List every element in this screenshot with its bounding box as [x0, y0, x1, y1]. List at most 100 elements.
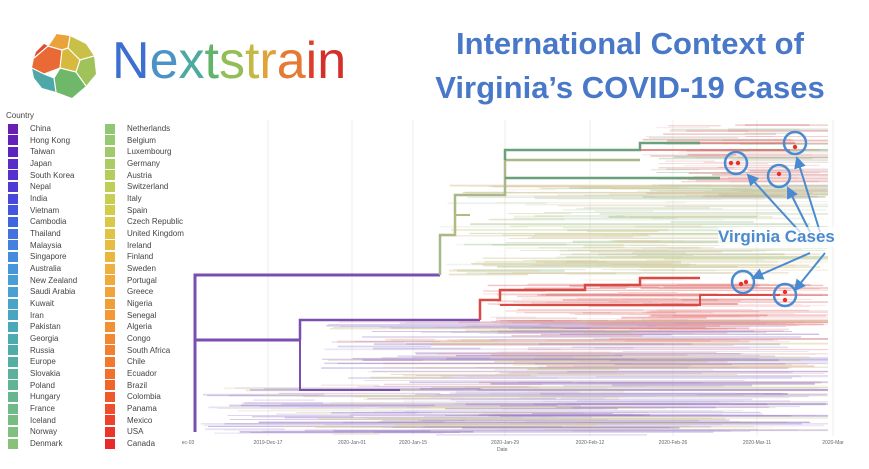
logo-letter: n — [317, 32, 347, 90]
legend-item[interactable]: Nigeria — [105, 298, 152, 309]
legend-item[interactable]: Kuwait — [8, 298, 54, 309]
slide-title-line1: International Context of — [456, 26, 804, 61]
legend-swatch — [105, 181, 115, 192]
legend-item[interactable]: Pakistan — [8, 321, 61, 332]
axis-tick-label: 2020-Jan-15 — [398, 440, 428, 446]
legend-swatch — [8, 286, 18, 297]
legend-item[interactable]: Portugal — [105, 275, 157, 286]
legend-item[interactable]: Canada — [105, 438, 155, 449]
legend-item[interactable]: New Zealand — [8, 275, 77, 286]
legend-item[interactable]: Brazil — [105, 380, 147, 391]
axis-tick-label: ec-03 — [181, 440, 195, 446]
legend-item[interactable]: Chile — [105, 356, 145, 367]
legend-item[interactable]: Thailand — [8, 228, 61, 239]
legend-item[interactable]: Cambodia — [8, 216, 66, 227]
legend-item[interactable]: United Kingdom — [105, 228, 184, 239]
legend-item[interactable]: Germany — [105, 158, 160, 169]
legend-item[interactable]: Denmark — [8, 438, 62, 449]
legend-item[interactable]: Taiwan — [8, 146, 55, 157]
legend-item[interactable]: Singapore — [8, 251, 66, 262]
legend-swatch — [105, 438, 115, 449]
legend-item[interactable]: Czech Republic — [105, 216, 183, 227]
legend-item[interactable]: Japan — [8, 158, 52, 169]
legend-swatch — [105, 391, 115, 402]
legend-label: Europe — [30, 357, 56, 367]
legend-item[interactable]: Belgium — [105, 135, 156, 146]
legend-label: Luxembourg — [127, 147, 172, 157]
legend-swatch — [8, 345, 18, 356]
legend-item[interactable]: Colombia — [105, 391, 161, 402]
legend-item[interactable]: Senegal — [105, 310, 156, 321]
legend-item[interactable]: Iran — [8, 310, 44, 321]
legend-item[interactable]: Spain — [105, 205, 147, 216]
legend-item[interactable]: Norway — [8, 426, 57, 437]
virginia-case-dot — [792, 144, 798, 150]
legend-item[interactable]: France — [8, 403, 55, 414]
legend-label: Portugal — [127, 275, 157, 285]
legend-item[interactable]: China — [8, 123, 51, 134]
tree-backbone-branch — [193, 273, 440, 432]
legend-item[interactable]: Iceland — [8, 415, 56, 426]
legend-label: South Africa — [127, 345, 171, 355]
legend-item[interactable]: Malaysia — [8, 240, 62, 251]
legend-item[interactable]: Sweden — [105, 263, 156, 274]
legend-label: Sweden — [127, 264, 156, 274]
legend-label: Taiwan — [30, 147, 55, 157]
legend-item[interactable]: Italy — [105, 193, 142, 204]
virginia-case-dot — [782, 297, 788, 303]
legend-swatch — [8, 415, 18, 426]
legend-item[interactable]: Ecuador — [105, 368, 157, 379]
legend-label: Finland — [127, 252, 154, 262]
legend-label: Nigeria — [127, 299, 153, 309]
legend-item[interactable]: Slovakia — [8, 368, 60, 379]
legend-swatch — [8, 275, 18, 286]
legend-item[interactable]: Vietnam — [8, 205, 59, 216]
logo-letter: e — [149, 32, 179, 90]
legend-swatch — [105, 228, 115, 239]
legend-item[interactable]: Europe — [8, 356, 56, 367]
legend-item[interactable]: Austria — [105, 170, 152, 181]
legend-swatch — [8, 263, 18, 274]
legend-label: Vietnam — [30, 205, 60, 215]
legend-item[interactable]: Ireland — [105, 240, 151, 251]
legend-item[interactable]: Saudi Arabia — [8, 286, 75, 297]
legend-item[interactable]: Netherlands — [105, 123, 170, 134]
legend-item[interactable]: Georgia — [8, 333, 58, 344]
logo-letter: r — [259, 32, 277, 90]
virginia-case-dot — [738, 281, 744, 287]
legend-label: Canada — [127, 439, 156, 449]
virginia-highlight-circle — [772, 282, 798, 308]
legend-item[interactable]: South Africa — [105, 345, 170, 356]
legend-item[interactable]: Australia — [8, 263, 61, 274]
legend-label: Iran — [30, 310, 44, 320]
legend-item[interactable]: Switzerland — [105, 181, 168, 192]
legend-item[interactable]: Poland — [8, 380, 55, 391]
legend-item[interactable]: Russia — [8, 345, 54, 356]
legend-swatch — [105, 216, 115, 227]
legend-swatch — [8, 298, 18, 309]
legend-swatch — [105, 380, 115, 391]
legend-item[interactable]: Hungary — [8, 391, 60, 402]
legend-swatch — [105, 426, 115, 437]
legend-swatch — [8, 170, 18, 181]
legend-item[interactable]: South Korea — [8, 170, 74, 181]
legend-item[interactable]: Greece — [105, 286, 153, 297]
legend-item[interactable]: Luxembourg — [105, 146, 171, 157]
legend-item[interactable]: Nepal — [8, 181, 51, 192]
legend-item[interactable]: Congo — [105, 333, 151, 344]
legend-item[interactable]: USA — [105, 426, 143, 437]
legend-label: Ireland — [127, 240, 152, 250]
legend-item[interactable]: Finland — [105, 251, 153, 262]
legend-label: Nepal — [30, 182, 51, 192]
legend-swatch — [105, 205, 115, 216]
legend-swatch — [8, 251, 18, 262]
legend-swatch — [8, 356, 18, 367]
legend-item[interactable]: India — [8, 193, 47, 204]
legend-item[interactable]: Mexico — [105, 415, 152, 426]
legend-swatch — [8, 240, 18, 251]
legend-item[interactable]: Hong Kong — [8, 135, 70, 146]
legend-item[interactable]: Algeria — [105, 321, 152, 332]
legend-item[interactable]: Panama — [105, 403, 157, 414]
